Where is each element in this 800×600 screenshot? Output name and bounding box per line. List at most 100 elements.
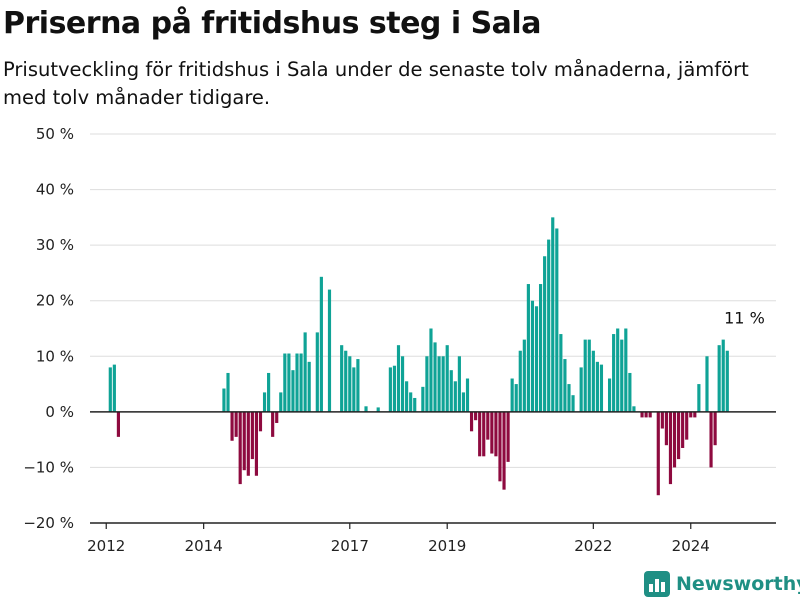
brand-logo: Newsworthy bbox=[644, 570, 800, 598]
bar bbox=[307, 361, 311, 412]
bar bbox=[429, 328, 433, 412]
y-tick-label: 10 % bbox=[36, 347, 74, 365]
bar bbox=[538, 284, 543, 412]
bar bbox=[526, 284, 530, 412]
y-tick-label: 30 % bbox=[36, 236, 74, 254]
bar bbox=[506, 411, 510, 462]
bar bbox=[425, 356, 429, 412]
bar bbox=[291, 370, 295, 412]
bar bbox=[725, 350, 729, 412]
bar bbox=[672, 411, 677, 468]
bar bbox=[697, 384, 701, 412]
bar bbox=[465, 378, 470, 412]
bar bbox=[624, 328, 628, 412]
bar bbox=[595, 361, 599, 412]
bar bbox=[344, 350, 348, 412]
bar bbox=[230, 411, 234, 441]
bar bbox=[262, 392, 267, 412]
bar bbox=[116, 411, 120, 437]
bar bbox=[498, 411, 502, 482]
x-tick-label: 2019 bbox=[428, 537, 466, 555]
bar bbox=[413, 397, 417, 412]
bar bbox=[453, 381, 457, 412]
bar bbox=[271, 411, 275, 437]
last-value-label: 11 % bbox=[724, 309, 765, 328]
bar bbox=[295, 353, 299, 412]
bar bbox=[551, 217, 555, 412]
x-axis-labels: 2012 2014 2017 2019 2022 2024 bbox=[87, 537, 710, 555]
bar bbox=[571, 395, 575, 412]
bar bbox=[510, 378, 514, 412]
bar bbox=[242, 411, 246, 471]
bar bbox=[717, 345, 721, 412]
bar bbox=[364, 406, 368, 412]
bar bbox=[396, 345, 401, 412]
bar bbox=[616, 328, 620, 412]
y-tick-label: 40 % bbox=[36, 181, 74, 199]
bar bbox=[348, 356, 352, 412]
bar bbox=[279, 392, 283, 412]
bar bbox=[327, 289, 332, 412]
brand-name: Newsworthy bbox=[676, 573, 800, 595]
bars bbox=[108, 217, 729, 496]
bar bbox=[226, 372, 230, 412]
x-tick-label: 2017 bbox=[331, 537, 369, 555]
bar bbox=[668, 411, 673, 485]
bar bbox=[222, 388, 226, 412]
bar bbox=[607, 378, 612, 412]
bar bbox=[490, 411, 494, 454]
bar bbox=[676, 411, 681, 460]
axes bbox=[90, 411, 776, 529]
x-tick-label: 2022 bbox=[574, 537, 612, 555]
bar bbox=[445, 345, 449, 412]
bar bbox=[567, 384, 571, 412]
bar bbox=[108, 367, 112, 412]
bar bbox=[409, 392, 413, 412]
bar bbox=[620, 339, 624, 412]
bar bbox=[246, 411, 250, 476]
bar bbox=[522, 339, 526, 412]
bar bbox=[530, 300, 535, 412]
bar bbox=[681, 411, 685, 448]
bar bbox=[486, 411, 490, 440]
bar bbox=[405, 381, 409, 412]
bar bbox=[563, 359, 567, 412]
chart-subtitle: Prisutveckling för fritidshus i Sala und… bbox=[3, 58, 749, 109]
bar bbox=[660, 411, 664, 429]
y-tick-label: −20 % bbox=[23, 514, 74, 532]
bar bbox=[376, 407, 380, 412]
bar bbox=[238, 411, 242, 485]
bar bbox=[437, 356, 441, 412]
y-tick-label: 20 % bbox=[36, 292, 74, 310]
bar bbox=[258, 411, 263, 432]
bar bbox=[356, 359, 360, 412]
bar bbox=[555, 228, 559, 412]
bar bbox=[433, 342, 437, 412]
bar bbox=[547, 239, 551, 412]
bar bbox=[587, 339, 591, 412]
bar bbox=[474, 411, 478, 421]
bar bbox=[502, 411, 506, 490]
y-tick-label: 0 % bbox=[45, 403, 74, 421]
bar bbox=[392, 365, 397, 412]
bar bbox=[709, 411, 713, 468]
bar bbox=[421, 386, 425, 412]
bar bbox=[559, 334, 563, 412]
bar bbox=[628, 372, 632, 412]
bar bbox=[315, 332, 319, 412]
x-tick-label: 2012 bbox=[87, 537, 125, 555]
bar bbox=[685, 411, 689, 440]
chart-title: Priserna på fritidshus steg i Sala bbox=[3, 6, 541, 41]
bar bbox=[583, 339, 587, 412]
bar bbox=[612, 334, 616, 412]
bar bbox=[693, 411, 697, 418]
bar bbox=[713, 411, 717, 446]
bar bbox=[254, 411, 259, 476]
bar bbox=[534, 306, 539, 412]
bar bbox=[340, 345, 344, 412]
bar bbox=[543, 256, 547, 412]
bar bbox=[299, 353, 303, 412]
bar bbox=[457, 356, 461, 412]
bar bbox=[250, 411, 254, 460]
